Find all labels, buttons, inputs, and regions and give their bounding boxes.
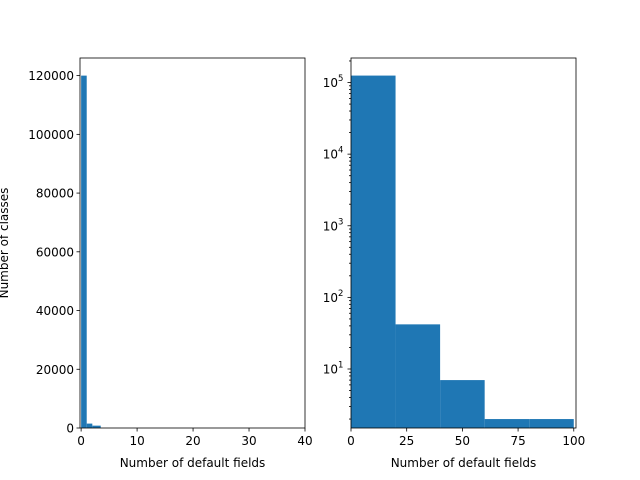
y-tick-label-left-3: 60000 xyxy=(36,245,74,259)
plot-frame-left xyxy=(79,57,306,429)
histogram-bar-left-1 xyxy=(86,423,93,428)
bars-right xyxy=(351,75,574,429)
x-tick-label-left-4: 40 xyxy=(297,434,312,448)
y-tick-label-right-0: 10 xyxy=(323,362,338,376)
y-tick-label-left-5: 100000 xyxy=(28,128,74,142)
histogram-bar-right-1 xyxy=(395,324,441,428)
y-tick-exponent-right-2: 3 xyxy=(338,217,343,227)
y-tick-label-left-4: 80000 xyxy=(36,187,74,201)
y-tick-exponent-right-3: 4 xyxy=(338,146,343,156)
y-tick-label-left-6: 120000 xyxy=(28,69,74,83)
y-tick-exponent-right-1: 2 xyxy=(338,289,343,299)
x-axis-label-right: Number of default fields xyxy=(391,456,537,470)
histogram-bar-right-2 xyxy=(440,380,485,428)
x-axis-label-left: Number of default fields xyxy=(120,456,266,470)
y-tick-label-left-0: 0 xyxy=(66,422,74,436)
histogram-bar-right-3 xyxy=(484,419,530,428)
y-tick-label-left-2: 40000 xyxy=(36,304,74,318)
histogram-bar-right-4 xyxy=(529,419,574,428)
histogram-bar-left-0 xyxy=(81,75,87,428)
y-tick-exponent-right-0: 1 xyxy=(338,360,343,370)
y-tick-label-left-1: 20000 xyxy=(36,363,74,377)
plot-frame-right xyxy=(350,57,577,429)
ticks-left: 0 10 20 30 40 0 20000 40000 60000 80000 100000 1200… xyxy=(28,69,312,448)
histogram-bar-right-0 xyxy=(351,75,396,429)
x-tick-label-left-0: 0 xyxy=(77,434,85,448)
x-tick-label-right-0: 0 xyxy=(347,434,355,448)
x-tick-label-right-2: 50 xyxy=(455,434,470,448)
x-tick-label-right-4: 100 xyxy=(562,434,585,448)
y-tick-label-right-3: 10 xyxy=(323,148,338,162)
y-tick-label-right-2: 10 xyxy=(323,219,338,233)
y-axis-label-left: Number of classes xyxy=(0,188,11,299)
x-tick-label-left-2: 20 xyxy=(185,434,200,448)
x-tick-label-right-1: 25 xyxy=(399,434,414,448)
bars-left xyxy=(81,75,101,428)
x-tick-label-right-3: 75 xyxy=(510,434,525,448)
x-tick-label-left-1: 10 xyxy=(129,434,144,448)
x-tick-label-left-3: 30 xyxy=(241,434,256,448)
histogram-bar-left-2 xyxy=(92,425,101,428)
y-tick-label-right-4: 10 xyxy=(323,76,338,90)
y-tick-label-right-1: 10 xyxy=(323,291,338,305)
chart-linear-histogram: 0 10 20 30 40 0 20000 40000 60000 80000 100000 1200… xyxy=(0,57,313,470)
y-tick-exponent-right-4: 5 xyxy=(338,74,343,84)
